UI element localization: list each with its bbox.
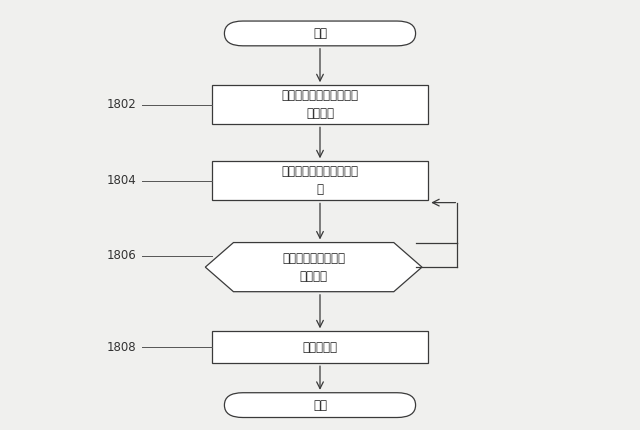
Text: 1802: 1802 bbox=[106, 98, 136, 111]
Text: 1808: 1808 bbox=[106, 341, 136, 354]
Text: 開始: 開始 bbox=[313, 27, 327, 40]
Text: ほどくトルクの閾値
を超過？: ほどくトルクの閾値 を超過？ bbox=[282, 252, 345, 283]
Polygon shape bbox=[205, 243, 422, 292]
FancyBboxPatch shape bbox=[225, 21, 415, 46]
Text: 終了: 終了 bbox=[313, 399, 327, 412]
Bar bbox=[212, 85, 428, 124]
Text: 1804: 1804 bbox=[106, 174, 136, 187]
Text: 1806: 1806 bbox=[106, 249, 136, 262]
Bar bbox=[212, 332, 428, 363]
Text: モータ停止: モータ停止 bbox=[303, 341, 337, 354]
Text: ローラチューブを巻く指
示を受信: ローラチューブを巻く指 示を受信 bbox=[282, 89, 358, 120]
FancyBboxPatch shape bbox=[225, 393, 415, 418]
Bar bbox=[212, 161, 428, 200]
Text: モータをほどく方向に作
動: モータをほどく方向に作 動 bbox=[282, 165, 358, 197]
